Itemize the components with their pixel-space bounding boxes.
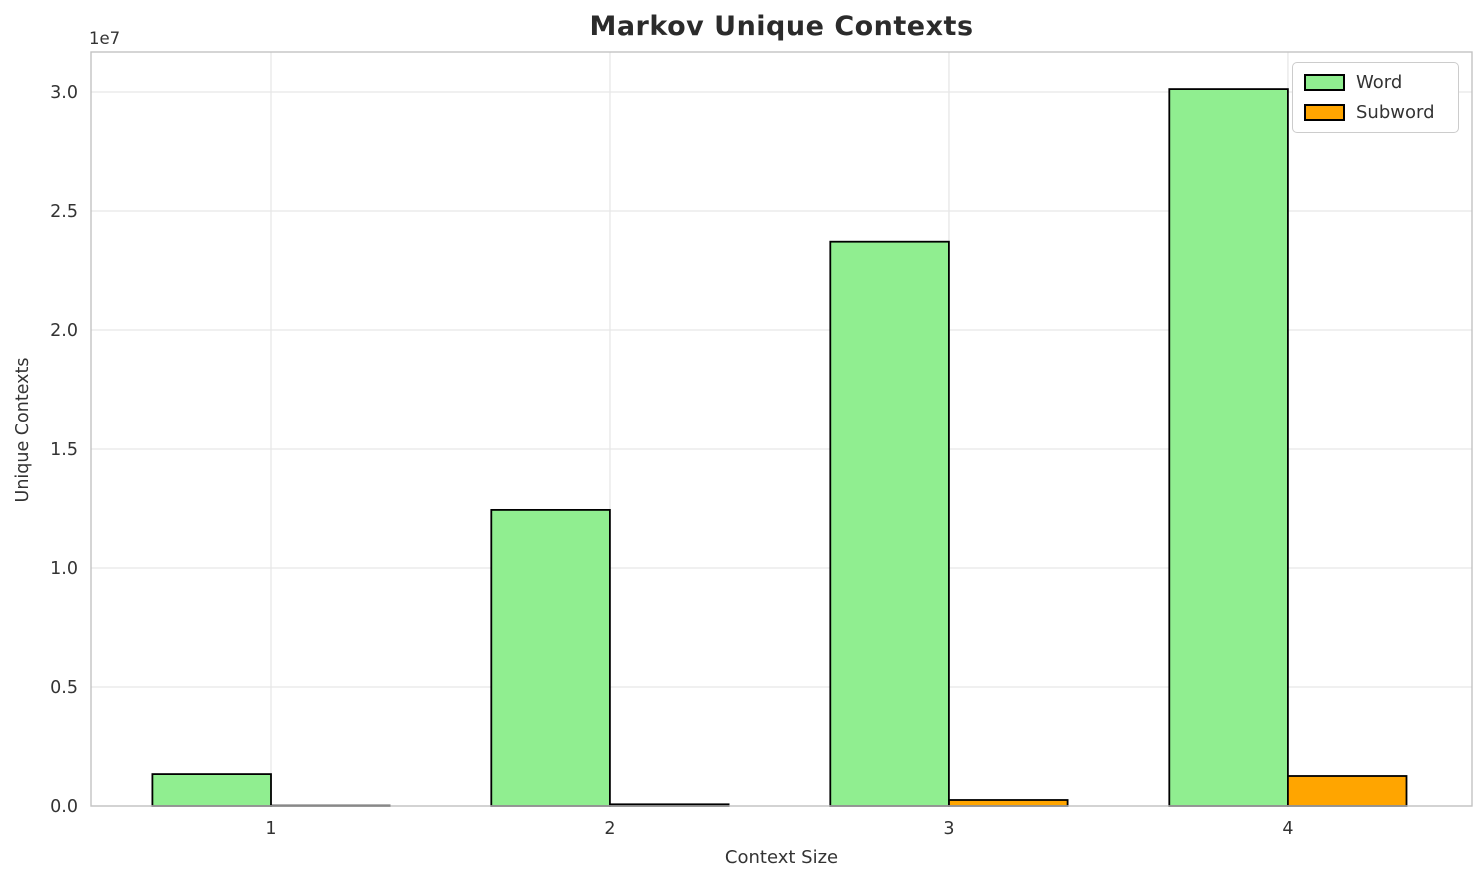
legend-item-word: Word [1304, 72, 1447, 93]
x-tick-label: 3 [943, 819, 954, 839]
y-axis-label: Unique Contexts [13, 357, 33, 503]
y-tick-label: 0.5 [50, 678, 78, 698]
bar-subword-3 [948, 799, 1069, 807]
bar-word-4 [1168, 88, 1289, 807]
x-tick-label: 2 [604, 819, 615, 839]
y-tick-label: 3.0 [50, 83, 78, 103]
legend-swatch-word [1304, 74, 1345, 91]
bar-subword-4 [1287, 775, 1408, 807]
plot-border [90, 51, 1473, 807]
legend-label-word: Word [1356, 72, 1403, 93]
y-tick-label: 0.0 [50, 797, 78, 817]
legend-item-subword: Subword [1304, 102, 1447, 123]
bar-word-2 [490, 508, 611, 807]
legend-swatch-subword [1304, 104, 1345, 121]
y-axis-offset-label: 1e7 [89, 29, 121, 48]
x-tick-label: 1 [265, 819, 276, 839]
legend-label-subword: Subword [1356, 102, 1435, 123]
chart-title: Markov Unique Contexts [589, 11, 974, 42]
y-tick-label: 1.0 [50, 559, 78, 579]
y-tick-label: 2.0 [50, 321, 78, 341]
legend: Word Subword [1292, 62, 1459, 133]
x-axis-label: Context Size [724, 847, 839, 868]
bar-word-1 [151, 773, 272, 807]
y-tick-label: 2.5 [50, 202, 78, 222]
x-tick-label: 4 [1282, 819, 1293, 839]
y-tick-label: 1.5 [50, 440, 78, 460]
bar-word-3 [829, 240, 950, 807]
